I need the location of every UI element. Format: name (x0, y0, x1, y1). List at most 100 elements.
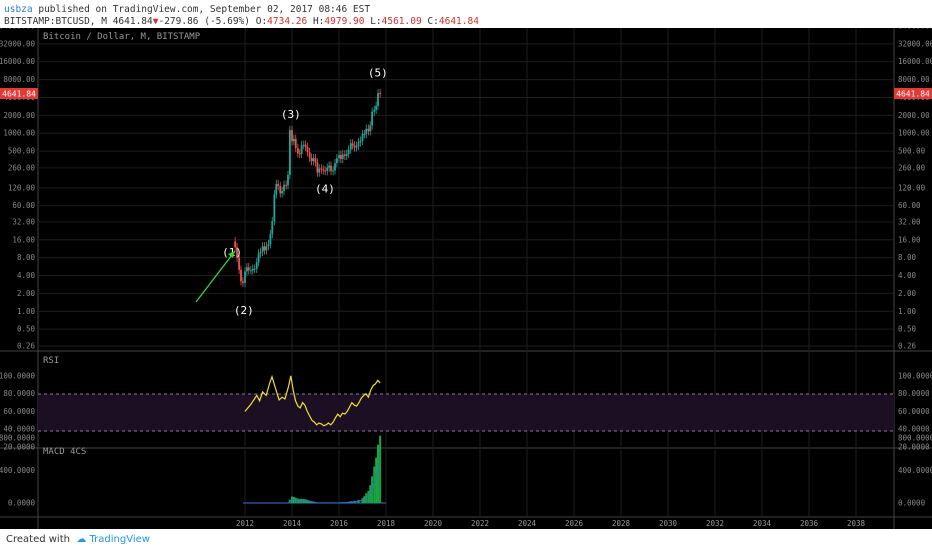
candle-body (318, 168, 321, 173)
y-tick-label: 16.00 (12, 235, 35, 244)
candle-body (308, 152, 311, 158)
x-tick-label: 2018 (377, 519, 396, 528)
candle-body (279, 185, 282, 194)
candle-body (322, 169, 325, 171)
candle-body (269, 234, 272, 245)
rsi-y-tick-label: 80.0000 (898, 389, 930, 398)
candle-body (334, 163, 336, 171)
candle-body (316, 162, 319, 173)
candle-body (298, 153, 301, 155)
rsi-y-tick-label: 60.0000 (3, 407, 35, 416)
y-tick-label: 32000.00 (898, 39, 932, 48)
macd-bar (288, 499, 291, 503)
macd-y-axis-right: 800.0000 400.0000 0.0000 (898, 434, 932, 508)
candle-body (277, 184, 280, 186)
candle-body (369, 125, 372, 132)
y-tick-label: 0.26 (898, 342, 917, 351)
candle-body (373, 109, 376, 112)
candle-body (249, 270, 252, 272)
y-tick-label: 16000.00 (898, 57, 932, 66)
main-y-axis-right: 64000.0032000.0016000.008000.004000.0020… (898, 22, 932, 351)
candle-body (245, 267, 248, 272)
tradingview-link[interactable]: TradingView (89, 534, 150, 545)
macd-pane-title: MACD 4CS (43, 447, 86, 457)
macd-signal-line (289, 465, 381, 504)
candle-body (234, 241, 237, 248)
candle-body (302, 144, 305, 146)
y-tick-label: 60.00 (898, 201, 921, 210)
candle-body (281, 191, 284, 194)
rsi-y-tick-label: 20.0000 (898, 443, 930, 452)
y-tick-label: 16.00 (898, 235, 921, 244)
candle-body (361, 134, 364, 141)
candle-body (353, 145, 356, 148)
candle-body (292, 138, 295, 142)
main-pane-title: Bitcoin / Dollar, M, BITSTAMP (43, 32, 201, 42)
candle-body (359, 140, 362, 143)
candle-body (330, 165, 332, 172)
candle-body (306, 146, 309, 153)
x-tick-label: 2022 (471, 519, 489, 528)
candle-body (247, 267, 250, 271)
macd-y-tick-label: 0.0000 (8, 499, 36, 508)
y-tick-label: 1000.00 (3, 129, 35, 138)
macd-y-tick-label: 0.0000 (898, 499, 926, 508)
candle-body (343, 154, 346, 156)
x-tick-label: 2034 (753, 519, 772, 528)
y-tick-label: 0.26 (17, 342, 36, 351)
wave-label: (2) (234, 304, 254, 317)
rsi-y-tick-label: 60.0000 (898, 407, 930, 416)
x-tick-label: 2016 (330, 519, 349, 528)
rsi-y-tick-label: 40.0000 (3, 425, 35, 434)
candle-body (328, 165, 331, 168)
candle-body (300, 145, 303, 154)
wave-label: (4) (315, 183, 335, 196)
annotation-arrow-icon (195, 250, 236, 303)
y-tick-label: 0.50 (898, 325, 917, 334)
rsi-y-tick-label: 100.0000 (898, 371, 932, 380)
open-label: O: (255, 16, 268, 27)
candle-body (251, 268, 254, 271)
rsi-y-tick-label: 100.0000 (0, 371, 35, 380)
macd-y-axis-left: 800.0000 400.0000 0.0000 (0, 434, 35, 508)
chart-svg[interactable]: Bitcoin / Dollar, M, BITSTAMP 64000.00 32… (0, 22, 932, 529)
rsi-y-axis-right: 100.0000 80.0000 60.0000 40.0000 20.0000 (898, 371, 932, 451)
candle-body (338, 154, 340, 159)
y-tick-label: 1.00 (898, 307, 917, 316)
chart-area[interactable]: Bitcoin / Dollar, M, BITSTAMP 64000.00 32… (0, 22, 932, 529)
macd-y-tick-label: 800.0000 (898, 434, 932, 443)
down-arrow-icon: ▼ (152, 16, 159, 27)
candle-body (241, 281, 244, 283)
candle-body (339, 154, 342, 159)
x-tick-label: 2026 (565, 519, 584, 528)
y-tick-label: 1000.00 (898, 129, 930, 138)
y-tick-label: 8.00 (17, 253, 36, 262)
candle-body (345, 153, 348, 156)
publish-text: published on TradingView.com, September … (38, 4, 371, 15)
candle-body (375, 106, 378, 110)
y-tick-label: 8.00 (898, 253, 917, 262)
candle-body (257, 253, 260, 263)
candle-body (357, 142, 360, 146)
annotation-arrowhead-icon (228, 251, 235, 258)
y-tick-label: 2000.00 (3, 111, 35, 120)
y-tick-label: 120.00 (8, 183, 36, 192)
candle-body (259, 251, 262, 254)
y-tick-label: 260.00 (898, 163, 926, 172)
candle-body (371, 111, 374, 126)
candle-body (320, 168, 323, 170)
candle-body (265, 246, 268, 251)
price-badge-right (894, 88, 932, 99)
candle-body (285, 184, 288, 186)
main-y-axis-left: 64000.0032000.0016000.008000.004000.0020… (0, 22, 36, 351)
close-value: 4641.84 (438, 16, 479, 27)
macd-y-tick-label: 800.0000 (0, 434, 35, 443)
candle-body (351, 143, 354, 146)
ohlc-bar: BITSTAMP:BTCUSD, M 4641.84▼-279.86 (-5.6… (4, 16, 479, 27)
open-value: 4734.26 (267, 16, 308, 27)
macd-bar (377, 444, 380, 503)
y-tick-label: 500.00 (8, 147, 36, 156)
y-tick-label: 8000.00 (3, 75, 35, 84)
candle-body (255, 262, 258, 269)
author-link[interactable]: usbza (4, 4, 33, 15)
